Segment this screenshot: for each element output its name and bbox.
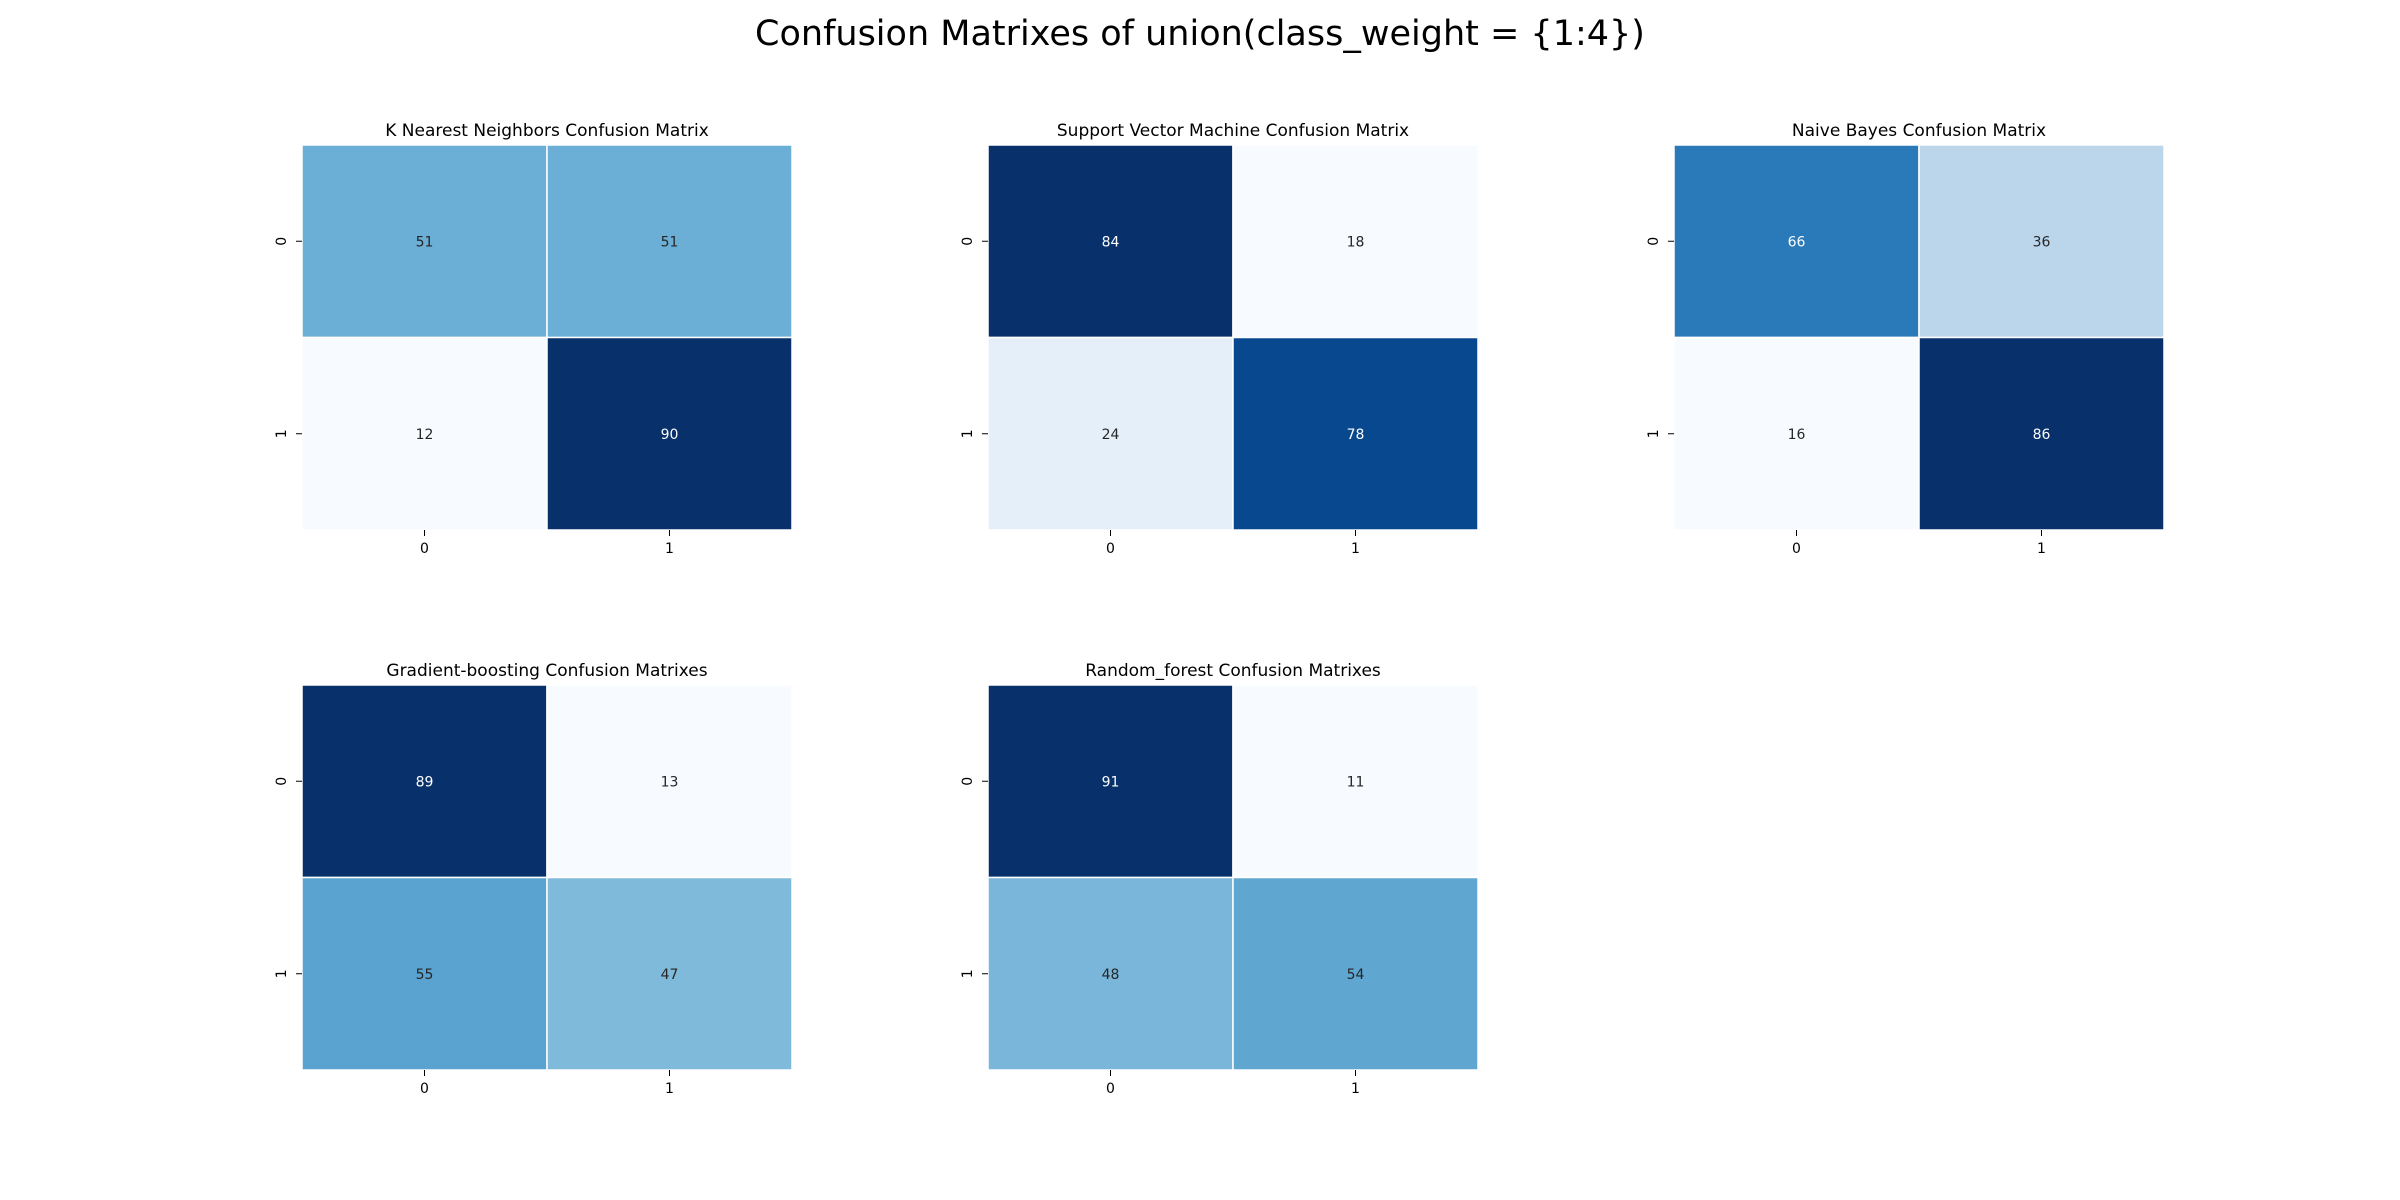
heatmap-cell [301,876,548,1071]
cell-value-label: 11 [1347,774,1365,790]
y-tick-label: 1 [1646,429,1662,438]
cell-value-label: 66 [1788,234,1806,250]
heatmap-title: Naive Bayes Confusion Matrix [1792,121,2046,141]
figure-title: Confusion Matrixes of union(class_weight… [755,14,1645,54]
y-tick-label: 1 [274,429,290,438]
heatmap-cell [987,144,1234,339]
heatmap-cell [301,144,548,339]
x-tick-label: 1 [665,541,674,557]
cell-value-label: 78 [1347,427,1365,443]
heatmap-cell [1232,876,1479,1071]
x-tick-label: 0 [1106,1081,1115,1097]
y-tick-label: 1 [960,429,976,438]
y-tick-label: 0 [274,237,290,246]
heatmap-panel-3: Naive Bayes Confusion Matrix 66 36 16 86 0 1 0 1 [1646,121,2165,557]
heatmap-cell [987,684,1234,879]
cell-value-label: 12 [416,427,434,443]
y-tick-label: 0 [960,237,976,246]
cell-value-label: 18 [1347,234,1365,250]
cell-value-label: 16 [1788,427,1806,443]
heatmap-title: Support Vector Machine Confusion Matrix [1057,121,1409,141]
heatmap-title: Random_forest Confusion Matrixes [1085,661,1381,681]
heatmap-title: K Nearest Neighbors Confusion Matrix [385,121,709,141]
x-tick-label: 1 [2037,541,2046,557]
heatmap-cell [546,684,793,879]
x-tick-label: 0 [1106,541,1115,557]
heatmap-cell [546,144,793,339]
heatmap-panel-1: K Nearest Neighbors Confusion Matrix 51 51… [274,121,793,557]
cell-value-label: 86 [2033,427,2051,443]
heatmap-cell [1918,144,2165,339]
y-tick-label: 0 [960,777,976,786]
cell-value-label: 47 [661,967,679,983]
cell-value-label: 51 [416,234,434,250]
x-tick-label: 0 [420,541,429,557]
cell-value-label: 24 [1102,427,1120,443]
cell-value-label: 90 [661,427,679,443]
y-tick-label: 0 [274,777,290,786]
heatmap-cell [546,336,793,531]
cell-value-label: 51 [661,234,679,250]
heatmap-cell [1673,144,1920,339]
heatmap-cell [1232,336,1479,531]
cell-value-label: 13 [661,774,679,790]
heatmap-panel-4: Gradient-boosting Confusion Matrixes 89 13… [274,661,793,1097]
cell-value-label: 84 [1102,234,1120,250]
x-tick-label: 1 [1351,541,1360,557]
x-tick-label: 0 [420,1081,429,1097]
cell-value-label: 36 [2033,234,2051,250]
heatmap-cell [1232,684,1479,879]
heatmap-cell [546,876,793,1071]
cell-value-label: 54 [1347,967,1365,983]
heatmap-cell [301,336,548,531]
heatmap-cell [987,336,1234,531]
cell-value-label: 89 [416,774,434,790]
cell-value-label: 91 [1102,774,1120,790]
cell-value-label: 55 [416,967,434,983]
cell-value-label: 48 [1102,967,1120,983]
heatmap-cell [1232,144,1479,339]
y-tick-label: 0 [1646,237,1662,246]
y-tick-label: 1 [960,969,976,978]
x-tick-label: 1 [665,1081,674,1097]
heatmap-cell [1918,336,2165,531]
x-tick-label: 1 [1351,1081,1360,1097]
heatmap-panel-2: Support Vector Machine Confusion Matrix 8… [960,121,1479,557]
heatmap-cell [1673,336,1920,531]
heatmap-title: Gradient-boosting Confusion Matrixes [386,661,707,681]
x-tick-label: 0 [1792,541,1801,557]
y-tick-label: 1 [274,969,290,978]
